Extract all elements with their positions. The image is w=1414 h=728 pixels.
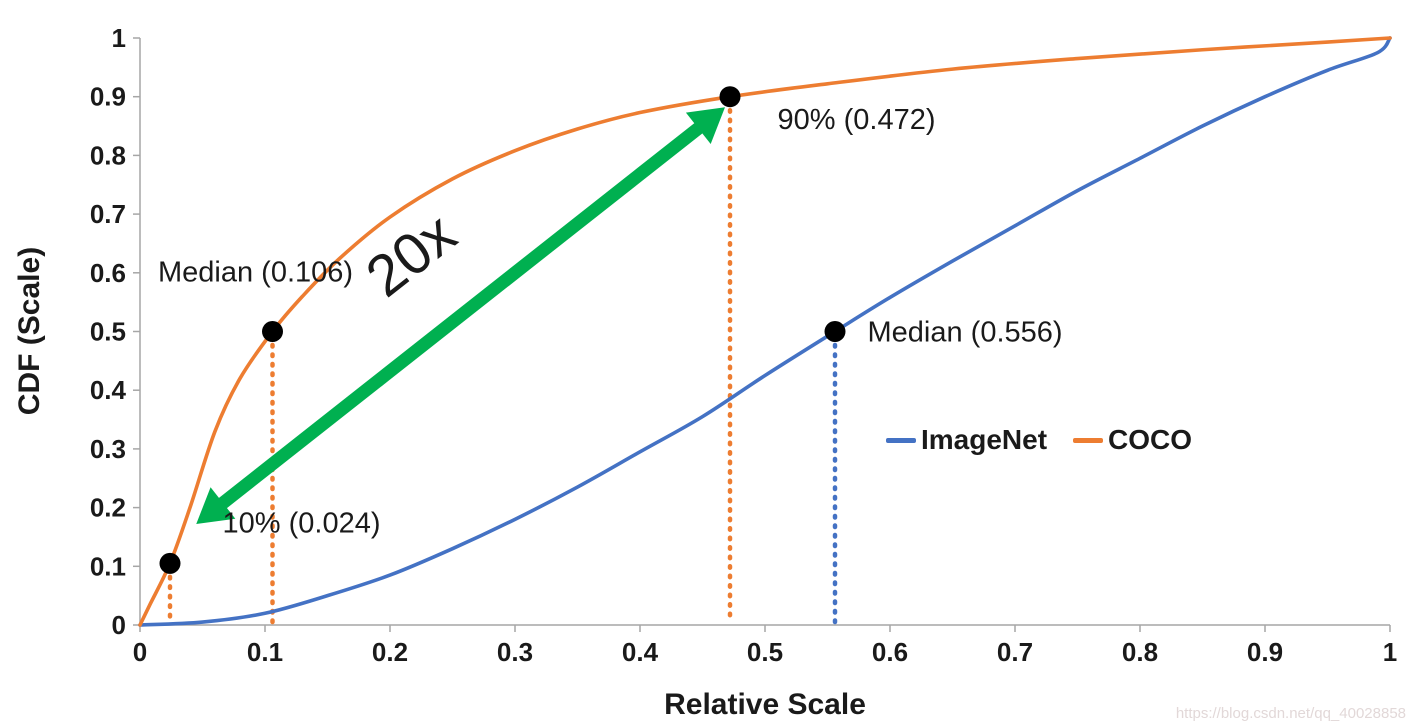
annotation: Median (0.106) (158, 257, 353, 289)
annotation: 10% (0.024) (223, 507, 381, 539)
y-tick-label: 0.3 (90, 434, 126, 464)
annotations: Median (0.106) 90% (0.472) 10% (0.024) Medi… (158, 104, 1063, 539)
marker-dot (824, 321, 846, 342)
legend-label-coco: COCO (1108, 424, 1193, 455)
y-tick-label: 1 (112, 23, 126, 53)
imagenet-line-swatch (886, 437, 916, 443)
legend-item-imagenet: ImageNet (886, 424, 1047, 456)
y-tick-label: 0.1 (90, 551, 126, 581)
coco-line-swatch (1073, 437, 1104, 443)
y-tick-label: 0.6 (90, 258, 126, 288)
watermark: https://blog.csdn.net/qq_40028858 (1175, 705, 1406, 722)
y-axis-title: CDF (Scale) (13, 246, 46, 416)
marker-dots (159, 86, 846, 574)
x-tick-label: 0 (133, 637, 147, 667)
marker-dot (159, 552, 181, 574)
x-tick-label: 0.4 (622, 637, 659, 667)
scale-gap-arrow (196, 107, 725, 525)
x-tick-label: 0.1 (247, 637, 283, 667)
curve-imagenet (138, 36, 1392, 627)
x-tick-label: 0.7 (997, 637, 1033, 667)
x-tick-label: 0.9 (1247, 637, 1283, 667)
marker-dot (262, 321, 283, 342)
x-tick-label: 1 (1383, 637, 1397, 667)
annotation: 20x (354, 201, 468, 310)
drop-lines (167, 98, 838, 625)
x-tick-label: 0.5 (747, 637, 783, 667)
annotation: Median (0.556) (868, 316, 1063, 348)
legend-label-imagenet: ImageNet (921, 424, 1048, 455)
y-tick-label: 0 (112, 610, 126, 640)
annotation: 90% (0.472) (778, 104, 936, 136)
legend: ImageNet COCO (886, 424, 1192, 456)
marker-dot (719, 86, 741, 108)
series-curves (138, 36, 1392, 627)
x-tick-label: 0.8 (1122, 637, 1158, 667)
y-tick-label: 0.9 (90, 82, 126, 112)
arrow-head (685, 107, 725, 145)
y-tick-label: 0.5 (90, 317, 126, 347)
x-axis-title: Relative Scale (664, 688, 866, 721)
x-tick-label: 0.6 (872, 637, 908, 667)
axes: 0 0.1 0.2 0.3 0.4 0.5 0.6 0.7 0.8 0.9 1 0 0.1 0.2 0.3 0… (90, 23, 1397, 667)
y-tick-label: 0.8 (90, 140, 126, 170)
arrow-shaft (212, 118, 709, 514)
arrow-head (196, 487, 236, 525)
x-tick-label: 0.3 (497, 637, 533, 667)
y-tick-label: 0.4 (90, 375, 127, 405)
curve-coco (138, 36, 1392, 627)
y-tick-label: 0.2 (90, 493, 126, 523)
x-tick-label: 0.2 (372, 637, 408, 667)
legend-item-coco: COCO (1073, 424, 1192, 456)
y-tick-label: 0.7 (90, 199, 126, 229)
